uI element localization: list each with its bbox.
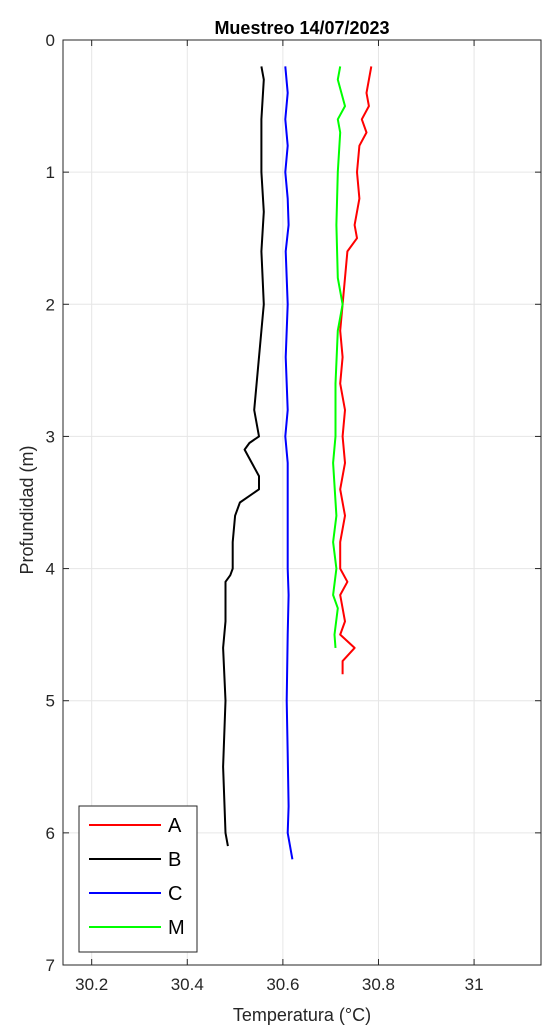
x-tick-labels: 30.2 30.4 30.6 30.8 31 bbox=[75, 975, 483, 994]
series-line-b bbox=[222, 66, 265, 847]
legend-label-c: C bbox=[168, 883, 182, 905]
x-tick-label: 31 bbox=[465, 975, 484, 994]
y-tick-label: 4 bbox=[46, 560, 55, 579]
x-tick-label: 30.6 bbox=[266, 975, 299, 994]
y-tick-label: 2 bbox=[46, 295, 55, 314]
y-tick-labels: 0 1 2 3 4 5 6 7 bbox=[46, 31, 55, 975]
series-line-a bbox=[339, 66, 373, 675]
y-tick-label: 5 bbox=[46, 692, 55, 711]
series-layer bbox=[222, 66, 373, 860]
axes-box bbox=[62, 39, 542, 966]
y-tick-label: 1 bbox=[46, 163, 55, 182]
y-tick-label: 3 bbox=[46, 427, 55, 446]
chart-title: Muestreo 14/07/2023 bbox=[214, 18, 389, 38]
legend-label-b: B bbox=[168, 849, 181, 871]
series-line-m bbox=[332, 66, 346, 648]
legend-label-a: A bbox=[168, 815, 182, 837]
x-tick-label: 30.8 bbox=[362, 975, 395, 994]
y-tick-label: 7 bbox=[46, 956, 55, 975]
x-tick-label: 30.2 bbox=[75, 975, 108, 994]
series-line-c bbox=[284, 66, 294, 860]
axes bbox=[62, 39, 542, 966]
x-tick-label: 30.4 bbox=[171, 975, 204, 994]
y-tick-label: 6 bbox=[46, 824, 55, 843]
y-axis-label: Profundidad (m) bbox=[17, 445, 37, 574]
y-tick-label: 0 bbox=[46, 31, 55, 50]
legend-label-m: M bbox=[168, 917, 185, 939]
x-axis-label: Temperatura (°C) bbox=[233, 1005, 371, 1025]
